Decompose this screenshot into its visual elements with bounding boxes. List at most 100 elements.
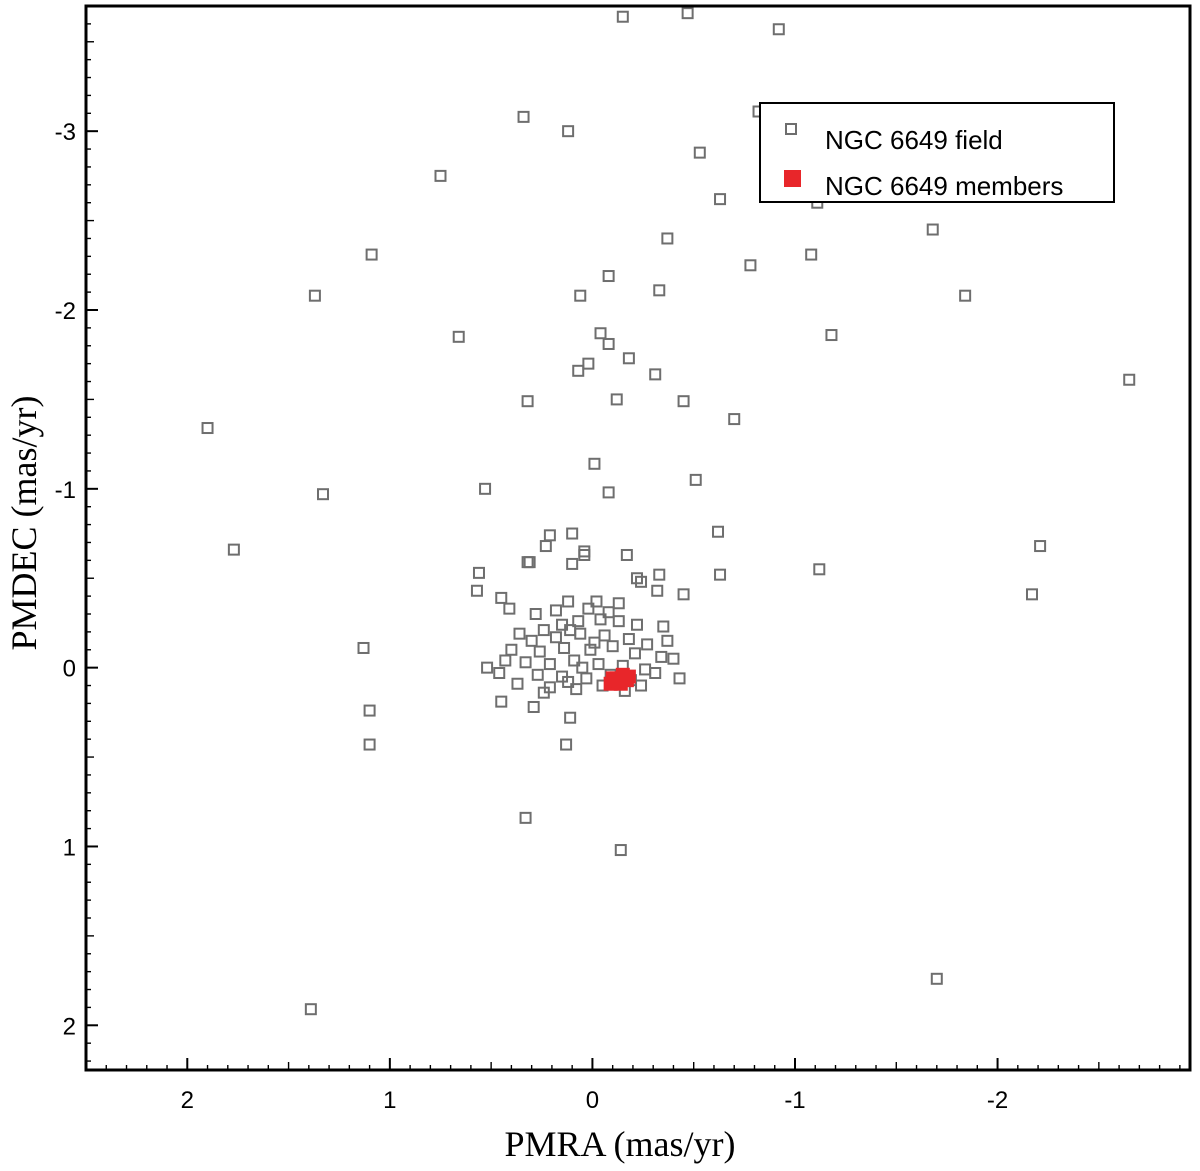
field-point (620, 548, 633, 561)
legend-field-label: NGC 6649 field (825, 125, 1003, 155)
field-point (651, 584, 664, 597)
axis-frame (84, 4, 1192, 1072)
field-point (580, 672, 593, 685)
field-point (570, 683, 583, 696)
field-point (533, 645, 546, 658)
field-point (588, 636, 601, 649)
field-point (610, 393, 623, 406)
x-axis-label: PMRA (mas/yr) (504, 1124, 735, 1164)
field-point (363, 704, 376, 717)
field-point (479, 482, 492, 495)
field-point (744, 259, 757, 272)
field-point (612, 597, 625, 610)
field-point (472, 566, 485, 579)
field-point (614, 844, 627, 857)
field-point (649, 667, 662, 680)
field-point (635, 575, 648, 588)
field-point (594, 613, 607, 626)
field-point (653, 568, 666, 581)
field-point (572, 615, 585, 628)
field-point (712, 525, 725, 538)
field-point (527, 700, 540, 713)
field-point (655, 650, 668, 663)
field-point (505, 643, 518, 656)
field-point (628, 647, 641, 660)
field-point (499, 654, 512, 667)
field-point (549, 604, 562, 617)
major-ticks (86, 130, 999, 1070)
field-point (592, 658, 605, 671)
field-point (606, 640, 619, 653)
legend: NGC 6649 field NGC 6649 members (759, 102, 1115, 203)
field-point (543, 658, 556, 671)
field-point (959, 289, 972, 302)
field-point (519, 811, 532, 824)
field-point (582, 357, 595, 370)
field-point (612, 615, 625, 628)
field-point (1123, 373, 1136, 386)
field-point (630, 618, 643, 631)
field-point (560, 738, 573, 751)
field-point (365, 248, 378, 261)
legend-members-label: NGC 6649 members (825, 171, 1063, 201)
field-point (566, 557, 579, 570)
field-point (558, 641, 571, 654)
field-point (564, 624, 577, 637)
y-tick-label: -1 (55, 477, 76, 504)
field-point (602, 270, 615, 283)
field-point (521, 556, 534, 569)
field-point (513, 627, 526, 640)
field-point (677, 395, 690, 408)
field-point (317, 488, 330, 501)
field-point (434, 169, 447, 182)
y-axis-label: PMDEC (mas/yr) (4, 396, 44, 651)
field-point (537, 624, 550, 637)
field-point (635, 679, 648, 692)
field-point (574, 627, 587, 640)
field-point (495, 695, 508, 708)
field-point (673, 672, 686, 685)
field-point (511, 677, 524, 690)
field-point (639, 663, 652, 676)
field-point (304, 1003, 317, 1016)
field-point (657, 620, 670, 633)
legend-field-marker (785, 123, 797, 135)
field-point (813, 563, 826, 576)
field-point (649, 368, 662, 381)
field-point (641, 638, 654, 651)
field-point (562, 595, 575, 608)
field-point (566, 527, 579, 540)
field-point (481, 661, 494, 674)
field-point (653, 284, 666, 297)
x-tick-label: -2 (987, 1087, 1008, 1114)
field-point (590, 595, 603, 608)
field-point (677, 588, 690, 601)
field-point (549, 631, 562, 644)
field-point (772, 23, 785, 36)
field-point (930, 972, 943, 985)
field-point (201, 422, 214, 435)
field-point (452, 330, 465, 343)
y-tick-label: 0 (63, 656, 76, 683)
x-tick-label: 1 (383, 1087, 396, 1114)
field-point (227, 543, 240, 556)
field-point (661, 634, 674, 647)
y-tick-label: 1 (63, 834, 76, 861)
members-series (603, 667, 636, 691)
x-tick-label: 0 (586, 1087, 599, 1114)
field-point (616, 10, 629, 23)
field-point (537, 686, 550, 699)
field-point (572, 364, 585, 377)
field-point (714, 568, 727, 581)
field-point (805, 248, 818, 261)
field-point (562, 125, 575, 138)
field-point (357, 641, 370, 654)
legend-box (759, 102, 1115, 203)
field-point (681, 7, 694, 20)
field-point (825, 329, 838, 342)
field-point (470, 584, 483, 597)
y-tick-label: -3 (55, 119, 76, 146)
field-point (531, 668, 544, 681)
tick-labels: 2 1 0 -1 -2 -3 -2 -1 0 1 2 (55, 119, 1009, 1114)
